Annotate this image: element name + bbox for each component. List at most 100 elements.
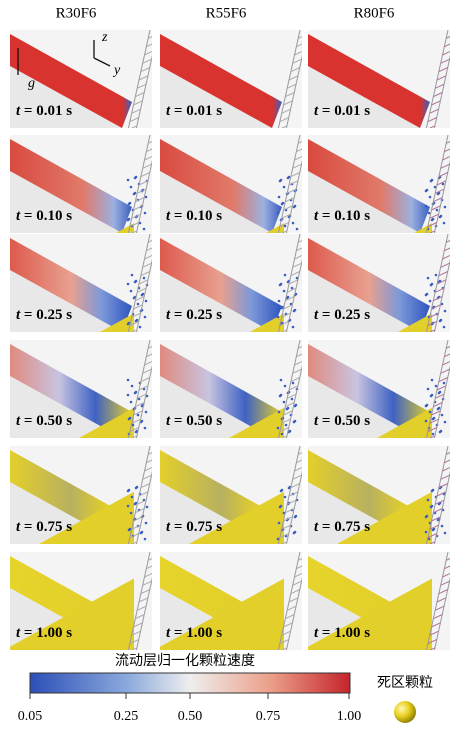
scatter-particle [439,431,442,434]
scatter-particle [443,222,446,225]
scatter-particle [127,490,130,493]
scatter-particle [284,385,287,388]
scatter-particle [429,300,432,303]
time-label: t = 0.10 s [314,208,370,224]
scatter-particle [127,379,130,382]
scatter-particle [128,529,131,532]
scatter-particle [444,532,447,535]
scatter-particle [431,490,434,493]
scatter-particle [127,323,130,326]
scatter-particle [437,193,440,196]
scatter-particle [277,316,280,319]
scatter-particle [430,284,433,287]
time-value: = 0.01 s [20,103,72,119]
scatter-particle [133,297,136,300]
column-title: R55F6 [206,5,247,21]
scatter-particle [128,203,131,206]
scatter-particle [284,274,287,277]
scatter-particle [284,496,287,499]
time-value: = 0.75 s [20,519,72,535]
scatter-particle [130,186,133,189]
scatter-particle [281,307,284,310]
scatter-particle [279,180,282,183]
scatter-particle [278,411,281,414]
scatter-particle [430,395,433,398]
scatter-particle [425,190,428,193]
scatter-particle [443,326,446,329]
time-value: = 0.50 s [20,413,72,429]
scatter-particle [145,196,148,199]
time-value: = 0.10 s [20,208,72,224]
scatter-particle [132,424,135,427]
scatter-particle [425,205,428,208]
scatter-particle [127,283,130,286]
scatter-particle [281,203,284,206]
scatter-particle [134,503,137,506]
scatter-particle [279,284,282,287]
scatter-particle [432,529,435,532]
panel: t = 0.75 s [308,446,453,546]
scatter-particle [427,388,430,391]
axis-g: g [28,76,35,91]
scatter-particle [283,401,286,404]
colorbar-tick-label: 0.05 [18,709,43,724]
scatter-particle [133,193,136,196]
axis-y: y [112,63,121,78]
scatter-particle [435,274,438,277]
scatter-particle [425,294,428,297]
scatter-particle [146,506,149,509]
scatter-particle [431,219,434,222]
panel: t = 1.00 s [302,552,453,652]
scatter-particle [444,206,447,209]
scatter-particle [292,326,295,329]
scatter-particle [145,522,148,525]
time-value: = 0.75 s [170,519,222,535]
scatter-particle [429,196,432,199]
panel: t = 0.10 s [160,135,308,235]
time-value: = 0.75 s [318,519,370,535]
time-label: t = 0.50 s [314,413,370,429]
scatter-particle [127,179,130,182]
time-label: t = 0.01 s [16,103,72,119]
time-label: t = 0.25 s [314,307,370,323]
time-label: t = 1.00 s [314,625,370,641]
scatter-particle [432,418,435,421]
time-value: = 0.50 s [170,413,222,429]
scatter-particle [435,385,438,388]
scatter-particle [144,427,147,430]
scatter-particle [131,274,134,277]
scatter-particle [128,307,131,310]
scatter-particle [127,505,130,508]
scatter-particle [140,532,143,535]
time-label: t = 1.00 s [166,625,222,641]
time-label: t = 0.25 s [16,307,72,323]
time-value: = 1.00 s [318,625,370,641]
scatter-particle [137,414,140,417]
scatter-particle [436,209,439,212]
scatter-particle [144,316,147,319]
panel: t = 1.00 s [154,552,308,652]
scatter-particle [430,180,433,183]
scatter-particle [425,420,428,423]
scatter-particle [439,216,442,219]
colorbar-tick-label: 0.50 [178,709,203,724]
scatter-particle [278,300,281,303]
scatter-particle [130,401,133,404]
scatter-particle [134,177,137,180]
time-value: = 1.00 s [20,625,72,641]
scatter-particle [283,186,286,189]
scatter-particle [134,281,137,284]
time-value: = 0.10 s [170,208,222,224]
panel: t = 1.00 s [4,552,158,652]
time-value: = 0.01 s [318,103,370,119]
time-label: t = 1.00 s [16,625,72,641]
scatter-particle [291,287,294,290]
time-label: t = 0.10 s [16,208,72,224]
scatter-particle [145,411,148,414]
scatter-particle [130,290,133,293]
scatter-particle [437,408,440,411]
scatter-particle [285,424,288,427]
panel: t = 0.01 s [160,30,308,130]
scatter-particle [425,405,428,408]
dead-zone-sphere [394,701,416,723]
